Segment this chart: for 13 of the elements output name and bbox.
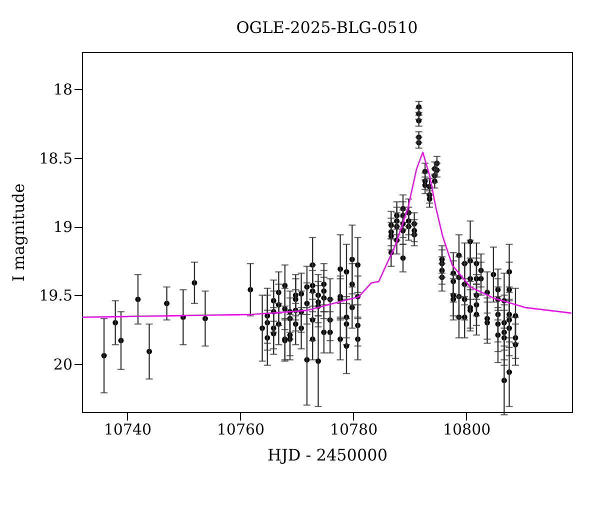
y-tick-label: 19.5	[39, 286, 72, 305]
x-axis-title: HJD - 2450000	[267, 446, 388, 464]
x-tick-label: 10800	[442, 420, 491, 438]
x-tick-label: 10780	[330, 420, 378, 438]
x-tick-label: 10740	[104, 420, 152, 438]
y-axis-title: I magnitude	[9, 183, 28, 282]
y-tick-label: 18.5	[39, 149, 72, 168]
line-series	[82, 152, 572, 318]
y-tick-label: 18	[53, 80, 72, 99]
x-tick-label: 10760	[216, 420, 265, 438]
y-tick-label: 19	[53, 218, 72, 236]
chart-title: OGLE-2025-BLG-0510	[236, 18, 418, 37]
y-tick-label: 20	[53, 355, 72, 374]
